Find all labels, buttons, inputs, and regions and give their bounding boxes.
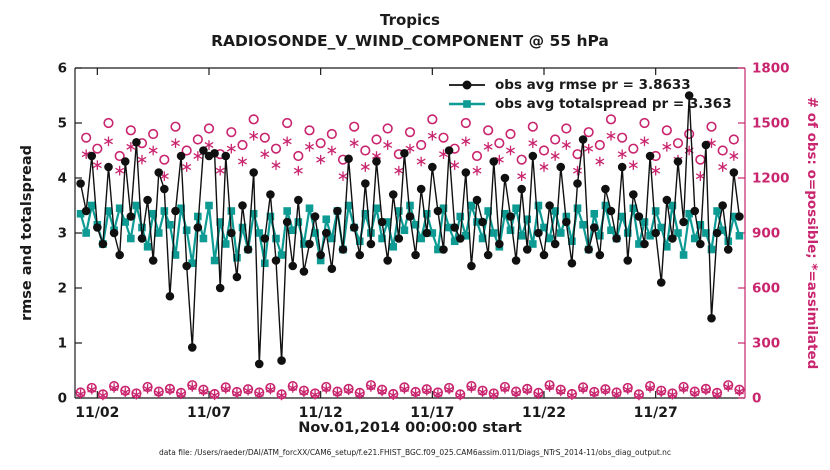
x-axis-label: Nov.01,2014 00:00:00 start xyxy=(298,420,522,436)
svg-text:11/22: 11/22 xyxy=(522,405,566,421)
svg-text:4: 4 xyxy=(58,171,67,187)
right-axis-label: # of obs: o=possible; *=assimilated xyxy=(804,96,820,370)
svg-text:11/27: 11/27 xyxy=(634,405,678,421)
legend: obs avg rmse pr = 3.8633 obs avg totalsp… xyxy=(447,77,732,112)
totalspread-line-sample xyxy=(449,100,485,108)
axes: 0 1 2 3 4 5 6 0 300 600 900 1200 1500 1800 11/02 11/07 1… xyxy=(58,61,790,422)
svg-text:2: 2 xyxy=(58,281,67,297)
legend-label-rmse: obs avg rmse pr = 3.8633 xyxy=(495,77,691,93)
legend-item-totalspread: obs avg totalspread pr = 3.363 xyxy=(447,96,732,112)
svg-text:1500: 1500 xyxy=(752,116,790,132)
svg-text:3: 3 xyxy=(58,226,67,242)
rmse-series xyxy=(76,91,744,369)
svg-text:300: 300 xyxy=(752,336,780,352)
left-axis-label: rmse and totalspread xyxy=(19,144,35,322)
svg-text:1800: 1800 xyxy=(752,61,790,77)
svg-text:1200: 1200 xyxy=(752,171,790,187)
rmse-line-sample xyxy=(449,80,485,90)
svg-text:6: 6 xyxy=(58,61,67,77)
svg-text:0: 0 xyxy=(752,391,761,407)
legend-label-totalspread: obs avg totalspread pr = 3.363 xyxy=(495,96,732,112)
legend-item-rmse: obs avg rmse pr = 3.8633 xyxy=(447,77,732,93)
svg-text:11/12: 11/12 xyxy=(299,405,343,421)
obs-assimilated-series xyxy=(76,131,744,401)
svg-text:0: 0 xyxy=(58,391,67,407)
svg-text:5: 5 xyxy=(58,116,67,132)
chart-region-title: Tropics xyxy=(380,11,440,29)
svg-text:11/02: 11/02 xyxy=(75,405,119,421)
svg-text:600: 600 xyxy=(752,281,780,297)
svg-text:11/17: 11/17 xyxy=(410,405,454,421)
svg-text:1: 1 xyxy=(58,336,67,352)
svg-text:900: 900 xyxy=(752,226,780,242)
svg-text:11/07: 11/07 xyxy=(187,405,231,421)
chart-variable-title: RADIOSONDE_V_WIND_COMPONENT @ 55 hPa xyxy=(211,32,609,50)
data-file-caption: data file: /Users/raeder/DAI/ATM_forcXX/… xyxy=(158,448,672,457)
